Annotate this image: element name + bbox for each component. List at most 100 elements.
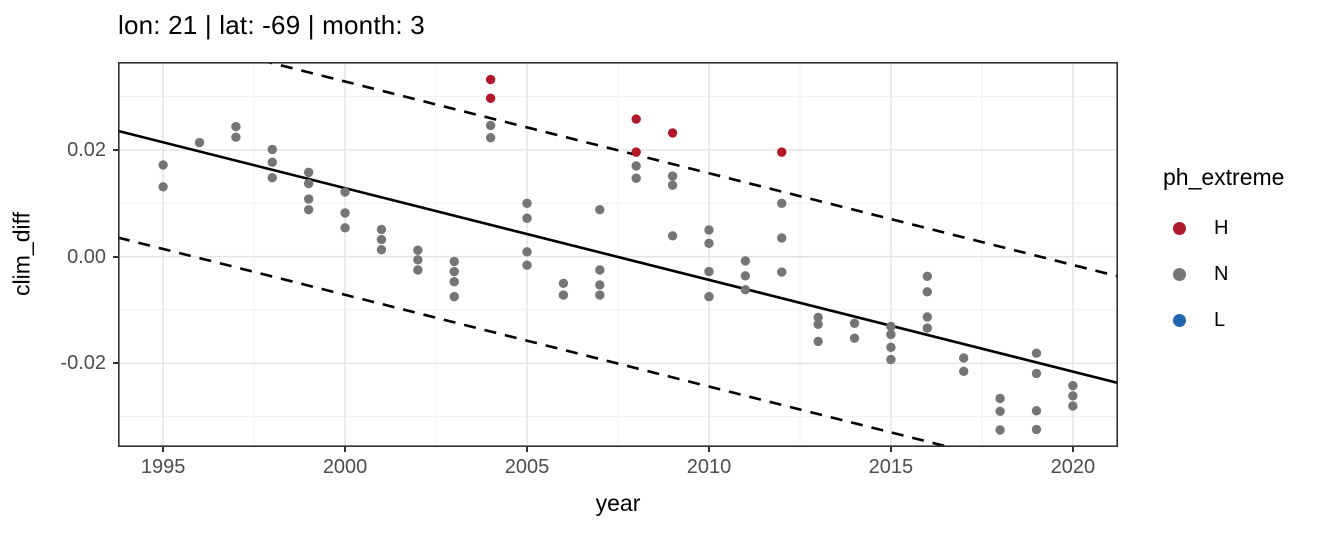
- data-point-n: [631, 173, 641, 183]
- data-point-n: [1031, 406, 1042, 416]
- data-point-n: [667, 180, 678, 190]
- data-point-n: [595, 265, 605, 275]
- data-point-n: [813, 312, 823, 323]
- data-point-n: [959, 353, 969, 363]
- data-point-n: [413, 255, 423, 265]
- data-point-n: [485, 133, 496, 143]
- legend-label-l: L: [1214, 308, 1226, 331]
- data-point-n: [995, 393, 1005, 404]
- data-point-n: [886, 321, 896, 332]
- data-point-n: [922, 312, 933, 322]
- x-tick-label: 2010: [686, 456, 732, 478]
- data-point-h: [631, 114, 641, 124]
- plot-svg: [118, 62, 1118, 447]
- data-point-n: [849, 333, 860, 343]
- y-tick-label: -0.02: [60, 352, 106, 375]
- y-tick-mark: [113, 362, 118, 365]
- x-tick-mark: [707, 447, 710, 452]
- legend-key-l-icon: [1173, 313, 1186, 327]
- data-point-n: [376, 224, 387, 235]
- data-point-n: [704, 225, 714, 235]
- data-point-n: [413, 265, 423, 275]
- data-point-n: [376, 245, 387, 255]
- data-point-n: [995, 406, 1005, 416]
- data-point-n: [704, 266, 714, 277]
- data-point-n: [449, 256, 459, 267]
- data-point-n: [922, 271, 933, 282]
- data-point-n: [340, 187, 350, 197]
- data-point-n: [740, 271, 751, 281]
- data-point-n: [303, 178, 314, 189]
- data-point-n: [667, 231, 678, 241]
- data-point-n: [959, 366, 969, 376]
- y-tick-mark: [113, 148, 118, 151]
- data-point-n: [1031, 424, 1042, 435]
- x-tick-label: 2000: [322, 456, 368, 478]
- data-point-n: [522, 213, 532, 223]
- legend: ph_extreme H N L: [1160, 164, 1344, 343]
- data-point-n: [777, 198, 787, 209]
- x-tick-mark: [526, 447, 529, 452]
- data-point-n: [522, 198, 532, 209]
- data-point-n: [777, 267, 787, 277]
- x-tick-mark: [344, 447, 347, 452]
- data-point-n: [449, 291, 459, 302]
- data-point-n: [267, 157, 277, 167]
- data-point-n: [740, 256, 751, 266]
- data-point-n: [303, 167, 314, 178]
- data-point-n: [376, 234, 387, 245]
- data-point-n: [303, 205, 314, 215]
- data-point-n: [595, 205, 605, 215]
- chart-title: lon: 21 | lat: -69 | month: 3: [118, 10, 425, 40]
- x-axis-title: year: [595, 490, 641, 516]
- data-point-n: [813, 319, 823, 330]
- data-point-n: [704, 291, 714, 302]
- trend-line: [118, 129, 1118, 385]
- x-tick-mark: [1071, 447, 1074, 452]
- data-point-n: [231, 132, 241, 142]
- data-point-n: [303, 194, 314, 204]
- data-point-n: [485, 120, 496, 131]
- data-point-n: [740, 284, 751, 295]
- data-point-h: [485, 74, 496, 85]
- data-point-n: [922, 323, 933, 333]
- data-point-n: [267, 173, 277, 183]
- legend-item-h: H: [1160, 205, 1344, 251]
- data-point-n: [340, 208, 350, 218]
- y-tick-label: 0.02: [67, 138, 106, 161]
- data-point-h: [667, 128, 678, 138]
- data-point-n: [667, 171, 678, 181]
- data-point-h: [777, 147, 787, 157]
- data-point-n: [1068, 401, 1078, 411]
- y-tick-mark: [113, 255, 118, 258]
- data-point-n: [449, 276, 459, 287]
- x-tick-label: 2015: [868, 456, 914, 478]
- legend-label-n: N: [1214, 262, 1229, 285]
- data-point-n: [413, 245, 423, 255]
- data-point-n: [886, 329, 896, 340]
- interval-line-lower: [118, 236, 955, 447]
- data-point-n: [267, 144, 277, 155]
- panel-border: [118, 62, 1118, 447]
- data-point-n: [558, 290, 569, 300]
- x-tick-mark: [162, 447, 165, 452]
- data-point-n: [231, 121, 241, 132]
- data-point-n: [158, 182, 168, 192]
- data-point-n: [631, 161, 641, 171]
- data-point-n: [1068, 380, 1078, 391]
- legend-label-h: H: [1214, 216, 1229, 239]
- data-point-n: [1031, 348, 1042, 358]
- data-point-n: [558, 278, 569, 288]
- data-point-h: [631, 147, 641, 157]
- data-point-n: [886, 354, 896, 365]
- data-point-n: [704, 238, 714, 249]
- x-tick-label: 2005: [504, 456, 550, 478]
- x-tick-label: 1995: [140, 456, 186, 478]
- plot-panel: [118, 62, 1118, 447]
- data-point-n: [922, 287, 933, 297]
- data-point-n: [595, 290, 605, 300]
- data-point-n: [1031, 368, 1042, 379]
- data-point-n: [777, 233, 787, 243]
- data-point-n: [449, 266, 459, 277]
- legend-item-l: L: [1160, 297, 1344, 343]
